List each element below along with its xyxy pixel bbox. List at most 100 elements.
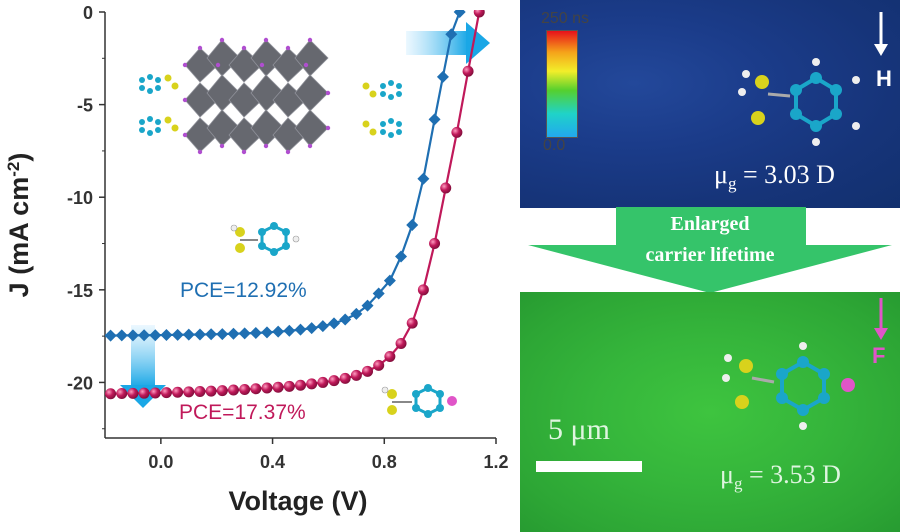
colorbar-max-label: 250 ns (541, 10, 590, 27)
data-point-blue (105, 329, 117, 342)
dipole-moment-f: μg = 3.53 D (720, 460, 841, 494)
data-point-red (261, 382, 273, 394)
data-point-red (250, 383, 262, 395)
data-point-red (105, 388, 117, 400)
banner-line-1: Enlarged (670, 213, 750, 235)
data-point-blue (406, 219, 419, 231)
atom-label-f: F (872, 343, 886, 368)
data-point-red (339, 372, 351, 384)
axis-ticks: 0.0 0.4 0.8 1.2 0 -5 -10 -15 -20 (67, 3, 509, 472)
colorbar-min-label: 0.0 (543, 137, 566, 154)
data-point-red (451, 126, 463, 138)
y-axis-label: J (mA cm-2) (4, 153, 35, 298)
data-point-red (384, 351, 396, 363)
data-point-blue (361, 299, 374, 312)
colorbar (546, 30, 578, 138)
panel-h-overlay (738, 12, 888, 146)
data-point-red (283, 380, 295, 392)
data-point-red (94, 388, 105, 399)
data-point-red (127, 387, 139, 399)
data-point-blue (372, 287, 385, 300)
molecule-icon-h (230, 222, 300, 256)
data-point-blue (445, 28, 458, 41)
data-point-red (194, 386, 206, 398)
data-point-red (317, 376, 329, 388)
y-tick-label: -10 (67, 188, 93, 208)
data-point-red (328, 375, 340, 387)
data-point-red (138, 387, 150, 399)
data-point-red (149, 387, 161, 399)
atom-label-h: H (876, 66, 892, 91)
y-tick-label: -5 (77, 96, 93, 116)
data-point-red (216, 385, 228, 397)
data-point-blue (316, 320, 329, 333)
dipole-moment-h: μg = 3.03 D (714, 160, 835, 194)
data-point-red (306, 378, 318, 390)
data-point-blue (126, 329, 139, 342)
data-point-blue (436, 70, 449, 83)
molecule-icon-f (381, 384, 457, 418)
banner-line-2: carrier lifetime (645, 244, 775, 266)
data-point-blue (105, 335, 106, 336)
x-tick-label: 0.0 (148, 452, 173, 472)
data-point-blue (383, 274, 396, 287)
data-point-blue (328, 317, 341, 330)
data-point-blue (249, 326, 262, 339)
data-point-blue (138, 329, 151, 342)
data-point-red (440, 182, 452, 194)
data-point-red (205, 385, 217, 397)
lifetime-map-f (520, 292, 900, 532)
data-point-blue (305, 322, 318, 335)
scale-bar-label: 5 μm (548, 413, 610, 446)
data-point-blue (395, 250, 408, 263)
down-arrow-h (874, 12, 888, 56)
data-point-blue (339, 313, 352, 326)
x-tick-label: 1.2 (483, 452, 508, 472)
data-point-blue (453, 10, 466, 18)
jv-chart: 0.0 0.4 0.8 1.2 0 -5 -10 -15 -20 (4, 3, 509, 516)
data-point-blue (216, 328, 229, 341)
data-point-blue (149, 329, 162, 342)
molecule-f (722, 342, 855, 430)
data-point-blue (283, 324, 296, 337)
data-point-blue (193, 328, 206, 341)
data-point-red (395, 338, 407, 350)
data-point-red (183, 386, 195, 398)
data-point-red (350, 369, 362, 381)
perovskite-structure-illustration (182, 37, 331, 155)
data-point-blue (171, 328, 184, 341)
data-point-blue (205, 328, 218, 341)
data-point-red (116, 388, 128, 400)
organic-cation-right-bottom (362, 118, 402, 138)
pce-label-red: PCE=17.37% (179, 401, 306, 424)
data-point-red (172, 386, 184, 398)
x-tick-label: 0.4 (260, 452, 285, 472)
data-point-blue (227, 327, 240, 340)
data-point-red (295, 379, 306, 391)
data-point-red (239, 383, 251, 395)
data-point-red (462, 65, 474, 77)
data-point-blue (182, 328, 195, 341)
pce-label-blue: PCE=12.92% (180, 279, 307, 302)
data-point-red (473, 10, 485, 18)
data-point-blue (272, 325, 285, 338)
organic-cation-left-bottom (139, 116, 179, 136)
data-point-red (406, 317, 418, 329)
scale-bar (536, 461, 642, 472)
x-axis-label: Voltage (V) (228, 486, 367, 516)
y-tick-label: -15 (67, 281, 93, 301)
molecule-h (738, 58, 860, 146)
data-point-blue (260, 326, 273, 339)
down-arrow-f (874, 298, 888, 340)
lifetime-banner (528, 207, 892, 293)
voc-arrow (406, 22, 490, 64)
data-point-red (362, 365, 374, 377)
data-point-blue (417, 172, 430, 185)
panel-f-overlay (722, 298, 888, 430)
data-point-red (227, 384, 239, 396)
data-point-red (373, 359, 385, 371)
data-point-red (429, 238, 441, 250)
data-point-red (272, 381, 284, 393)
data-point-blue (350, 307, 363, 320)
data-point-blue (160, 329, 173, 342)
